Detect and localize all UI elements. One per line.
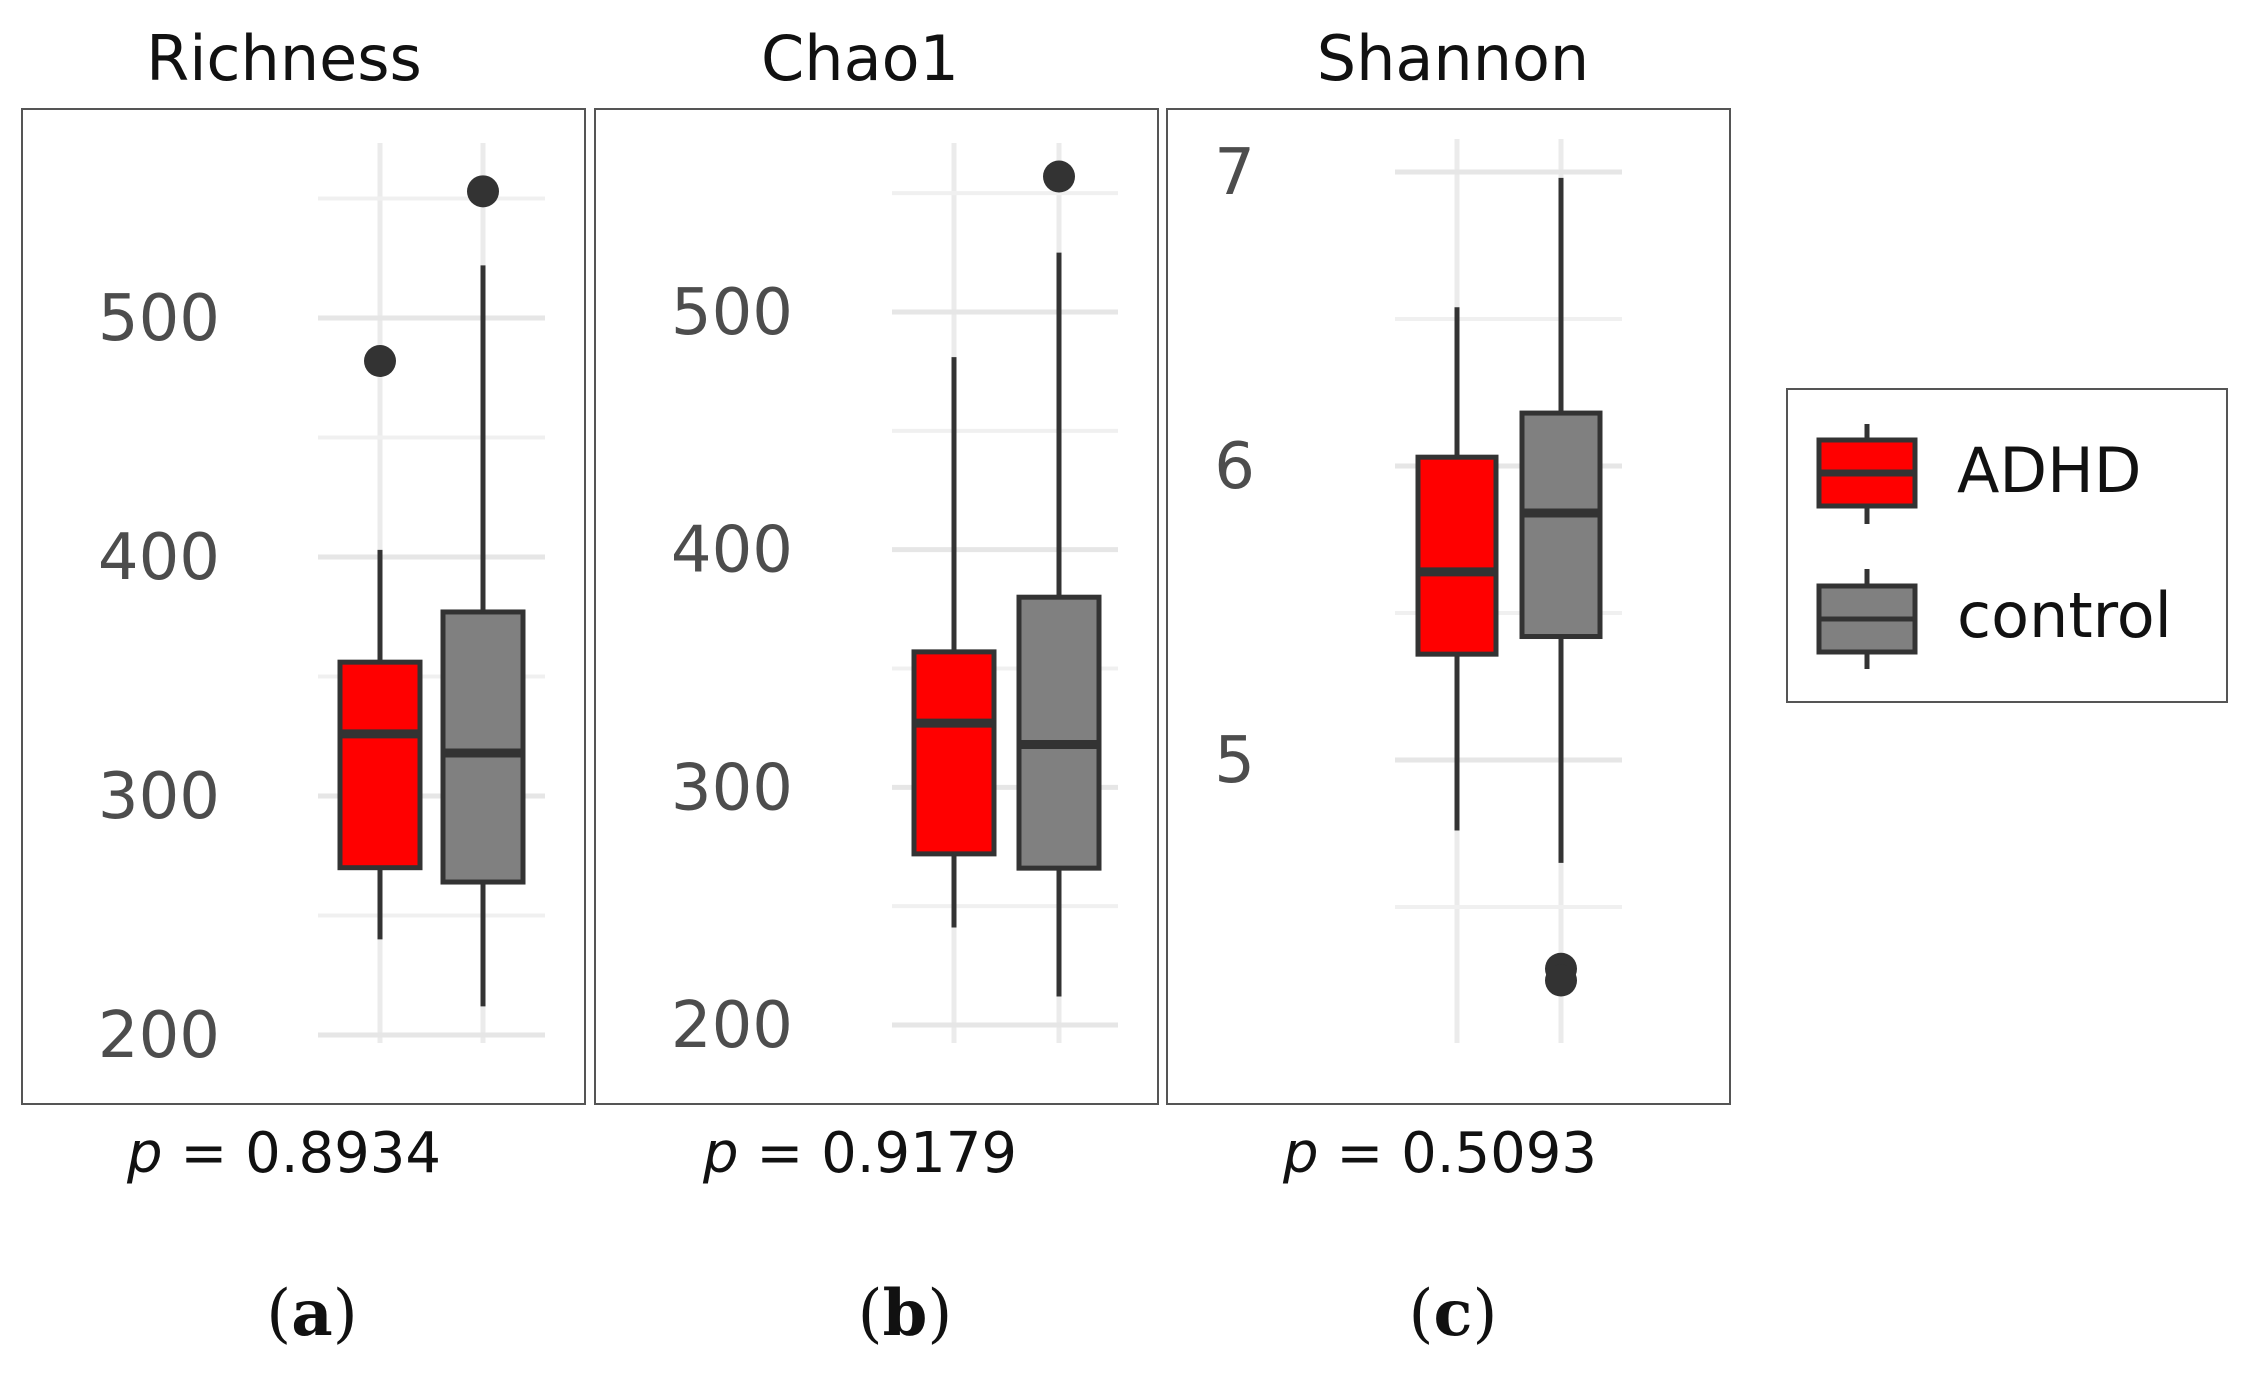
p-value-number: 0.8934 xyxy=(245,1121,441,1186)
y-tick-label: 5 xyxy=(1214,724,1255,798)
legend-key-control xyxy=(1816,569,1918,669)
panel-richness: Richness 200 300 400 500 p = 0.8934 (a) xyxy=(21,22,586,1351)
y-tick-label: 400 xyxy=(98,521,220,595)
panel-chao1: Chao1 200 300 400 500 p = 0.9179 (b) xyxy=(594,22,1159,1351)
p-value: p = 0.9179 xyxy=(702,1121,1017,1186)
plot-area: 200 300 400 500 xyxy=(671,143,1118,1063)
box-adhd xyxy=(911,649,997,857)
subfigure-letter: c xyxy=(1434,1276,1473,1351)
panel-border xyxy=(21,108,586,1105)
y-tick-label: 6 xyxy=(1214,430,1255,504)
legend-key-adhd xyxy=(1816,424,1918,524)
box-control xyxy=(440,609,526,885)
subfigure-letter: b xyxy=(883,1276,928,1351)
plot-area: 5 6 7 xyxy=(1214,136,1622,1043)
plot-area: 200 300 400 500 xyxy=(98,143,545,1073)
box-control xyxy=(1519,410,1603,640)
p-value: p = 0.5093 xyxy=(1282,1121,1597,1186)
y-tick-label: 7 xyxy=(1214,136,1255,210)
box-control xyxy=(1016,594,1102,871)
legend: ADHD control xyxy=(1786,388,2228,703)
subfigure-label: (a) xyxy=(266,1276,357,1351)
box-adhd xyxy=(337,659,423,871)
outlier-point xyxy=(1043,160,1075,193)
box-adhd xyxy=(1415,454,1499,657)
panel-title: Richness xyxy=(146,22,422,95)
y-tick-label: 300 xyxy=(671,751,793,825)
panel-shannon: Shannon 5 6 7 p = 0.5093 (c) xyxy=(1166,22,1731,1351)
legend-label-control: control xyxy=(1957,579,2172,652)
subfigure-letter: a xyxy=(291,1276,332,1351)
y-tick-label: 500 xyxy=(671,276,793,350)
legend-item-control: control xyxy=(1816,569,2172,669)
p-value: p = 0.8934 xyxy=(126,1121,441,1186)
p-value-number: 0.9179 xyxy=(821,1121,1017,1186)
panel-title: Chao1 xyxy=(761,22,959,95)
y-tick-label: 300 xyxy=(98,760,220,834)
subfigure-label: (b) xyxy=(858,1276,953,1351)
y-tick-label: 200 xyxy=(98,999,220,1073)
p-value-number: 0.5093 xyxy=(1401,1121,1597,1186)
panel-title: Shannon xyxy=(1317,22,1589,95)
outlier-point xyxy=(1545,964,1577,997)
y-tick-label: 500 xyxy=(98,282,220,356)
y-tick-label: 200 xyxy=(671,989,793,1063)
legend-label-adhd: ADHD xyxy=(1957,434,2142,507)
y-tick-label: 400 xyxy=(671,514,793,588)
outlier-point xyxy=(467,175,499,208)
outlier-point xyxy=(364,345,396,378)
subfigure-label: (c) xyxy=(1409,1276,1498,1351)
legend-item-adhd: ADHD xyxy=(1816,424,2142,524)
